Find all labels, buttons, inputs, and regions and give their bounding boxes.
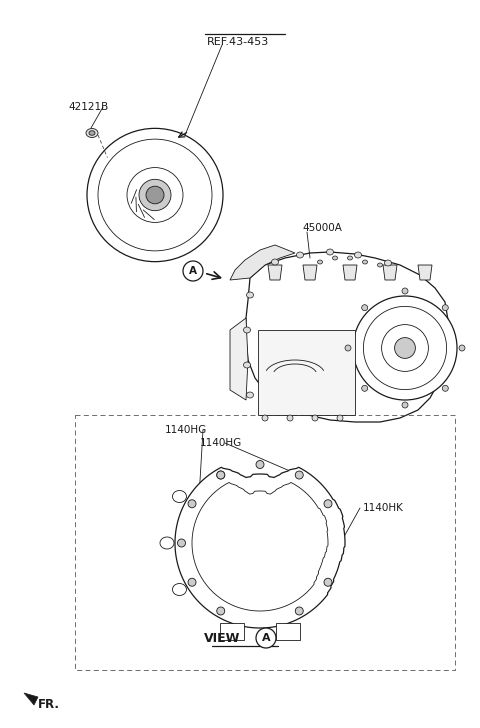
Text: 45000A: 45000A [302,223,342,233]
Polygon shape [343,265,357,280]
Text: VIEW: VIEW [204,631,240,644]
Circle shape [188,578,196,586]
Ellipse shape [86,129,98,138]
Ellipse shape [172,491,186,502]
Ellipse shape [345,345,351,351]
Ellipse shape [247,392,253,398]
Ellipse shape [353,296,457,400]
Polygon shape [175,467,345,628]
Ellipse shape [362,305,368,311]
Circle shape [188,499,196,507]
Ellipse shape [348,256,352,260]
Circle shape [256,461,264,469]
Ellipse shape [355,252,361,258]
Ellipse shape [139,179,171,210]
Circle shape [295,471,303,479]
Circle shape [324,578,332,586]
Polygon shape [230,318,248,400]
Circle shape [183,261,203,281]
Polygon shape [230,245,295,280]
Polygon shape [418,265,432,280]
Text: 1140HK: 1140HK [363,503,404,513]
Circle shape [217,471,225,479]
Ellipse shape [172,584,186,596]
Ellipse shape [459,345,465,351]
Circle shape [324,499,332,507]
Text: FR.: FR. [38,698,60,711]
Ellipse shape [384,260,392,266]
Ellipse shape [146,186,164,204]
Ellipse shape [362,385,368,392]
Ellipse shape [333,256,337,260]
Ellipse shape [395,338,415,358]
Text: REF.43-453: REF.43-453 [207,37,269,47]
Text: A: A [262,633,270,643]
Polygon shape [258,330,355,415]
Ellipse shape [160,537,174,549]
Circle shape [217,607,225,615]
Ellipse shape [243,362,251,368]
Circle shape [178,539,185,547]
Ellipse shape [312,415,318,421]
Ellipse shape [326,249,334,255]
Ellipse shape [247,292,253,298]
Ellipse shape [272,259,278,265]
Polygon shape [192,483,328,611]
Ellipse shape [402,288,408,294]
Ellipse shape [362,260,368,264]
Ellipse shape [442,305,448,311]
Ellipse shape [243,327,251,333]
Polygon shape [220,623,244,640]
Ellipse shape [297,252,303,258]
Ellipse shape [377,263,383,267]
Text: 42121B: 42121B [68,102,108,112]
Polygon shape [268,265,282,280]
Polygon shape [303,265,317,280]
Text: 1140HG: 1140HG [165,425,207,435]
Ellipse shape [287,415,293,421]
Circle shape [295,607,303,615]
Circle shape [217,471,225,479]
Ellipse shape [442,385,448,392]
Polygon shape [276,623,300,640]
Ellipse shape [89,131,95,135]
Polygon shape [383,265,397,280]
Text: A: A [189,266,197,276]
Circle shape [256,628,276,648]
Ellipse shape [317,260,323,264]
Ellipse shape [402,402,408,408]
Ellipse shape [262,415,268,421]
Ellipse shape [337,415,343,421]
Polygon shape [24,693,38,705]
Polygon shape [246,252,448,422]
Text: 1140HG: 1140HG [200,438,242,448]
